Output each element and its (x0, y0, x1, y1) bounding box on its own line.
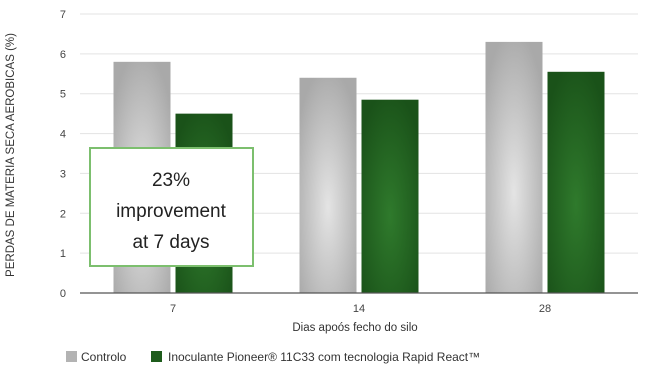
x-tick-label: 7 (170, 303, 176, 315)
legend-swatch-inoculante (151, 351, 162, 362)
x-axis-title: Dias apoós fecho do silo (292, 322, 417, 334)
callout-line-2: improvement (116, 201, 227, 222)
y-tick-label: 3 (60, 168, 66, 180)
bar-inoculante-day-28 (548, 72, 605, 293)
x-axis-ticks: 7 14 28 (170, 303, 551, 315)
y-tick-label: 1 (60, 248, 66, 260)
y-tick-label: 0 (60, 288, 66, 300)
y-tick-label: 5 (60, 89, 66, 101)
y-axis-ticks: 0 1 2 3 4 5 6 7 (60, 9, 66, 300)
y-tick-label: 4 (60, 129, 66, 141)
bar-controlo-day-28 (486, 42, 543, 293)
x-tick-label: 14 (353, 303, 365, 315)
legend: Controlo Inoculante Pioneer® 11C33 com t… (66, 350, 480, 364)
y-tick-label: 7 (60, 9, 66, 21)
legend-swatch-controlo (66, 351, 77, 362)
x-tick-label: 28 (539, 303, 551, 315)
legend-label-inoculante: Inoculante Pioneer® 11C33 com tecnologia… (168, 350, 480, 364)
y-tick-label: 6 (60, 49, 66, 61)
y-axis-title: PERDAS DE MATERIA SECA AEROBICAS (%) (5, 33, 17, 277)
callout-line-3: at 7 days (132, 232, 209, 253)
bar-controlo-day-14 (300, 78, 357, 293)
bar-inoculante-day-14 (362, 100, 419, 293)
callout-line-1: 23% (152, 170, 190, 191)
y-tick-label: 2 (60, 208, 66, 220)
legend-label-controlo: Controlo (81, 350, 127, 364)
improvement-callout: 23% improvement at 7 days (90, 148, 253, 266)
